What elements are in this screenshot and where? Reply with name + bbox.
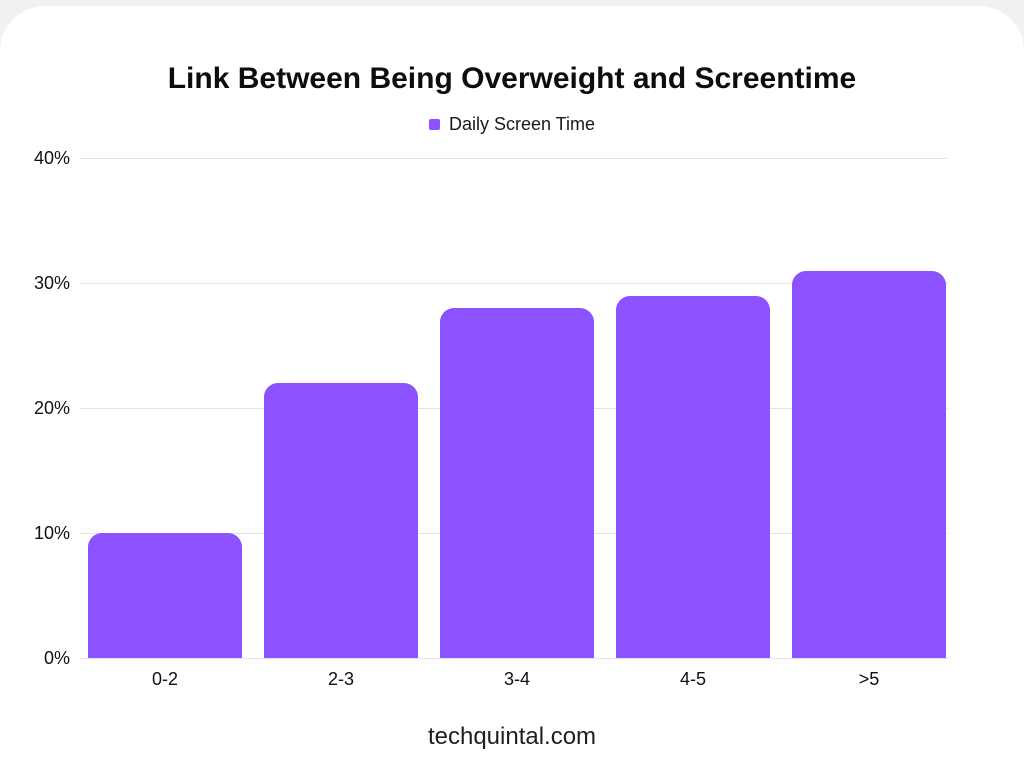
bar-2-3 bbox=[264, 383, 418, 658]
legend: Daily Screen Time bbox=[0, 112, 1024, 136]
x-axis-label-4-5: 4-5 bbox=[679, 669, 706, 689]
gridline-40 bbox=[80, 157, 948, 159]
y-axis-label-10: 10% bbox=[33, 523, 70, 543]
legend-label: Daily Screen Time bbox=[448, 114, 596, 134]
x-axis-label-2-3: 2-3 bbox=[327, 669, 354, 689]
y-axis-label-40: 40% bbox=[33, 148, 70, 168]
gridline-0 bbox=[80, 657, 948, 659]
bar-0-2 bbox=[88, 533, 242, 658]
x-axis-label-3-4: 3-4 bbox=[503, 669, 530, 689]
y-axis-label-30: 30% bbox=[33, 273, 70, 293]
y-axis-label-20: 20% bbox=[33, 398, 70, 418]
bar-3-4 bbox=[440, 308, 594, 658]
legend-swatch-icon bbox=[428, 118, 440, 130]
bar-gt5 bbox=[792, 270, 946, 658]
chart-title: Link Between Being Overweight and Screen… bbox=[167, 62, 857, 95]
watermark-text: techquintal.com bbox=[427, 723, 597, 750]
gridline-30 bbox=[80, 282, 948, 284]
bar-4-5 bbox=[616, 295, 770, 658]
x-axis-label-gt5: >5 bbox=[858, 669, 880, 689]
x-axis-label-0-2: 0-2 bbox=[151, 669, 178, 689]
y-axis-label-0: 0% bbox=[43, 648, 70, 668]
